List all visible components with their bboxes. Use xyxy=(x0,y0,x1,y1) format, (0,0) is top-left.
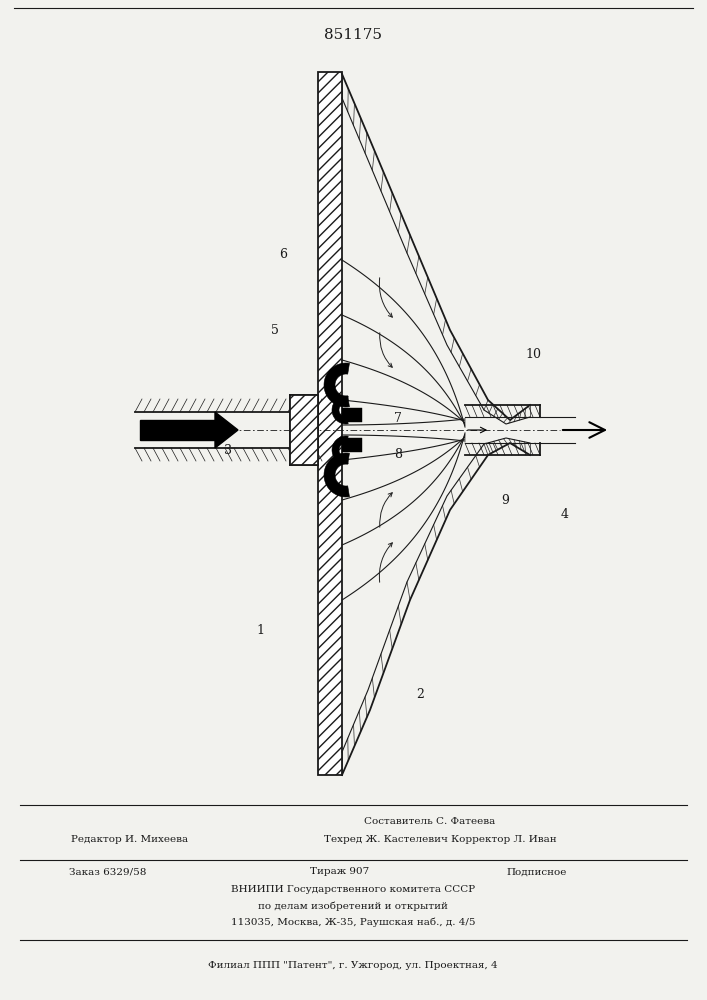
Text: 3: 3 xyxy=(224,444,232,456)
Text: Составитель С. Фатеева: Составитель С. Фатеева xyxy=(364,818,496,826)
Text: 113035, Москва, Ж-35, Раушская наб., д. 4/5: 113035, Москва, Ж-35, Раушская наб., д. … xyxy=(230,917,475,927)
Text: 6: 6 xyxy=(279,248,287,261)
Polygon shape xyxy=(324,453,349,497)
Text: Техред Ж. Кастелевич Корректор Л. Иван: Техред Ж. Кастелевич Корректор Л. Иван xyxy=(324,836,556,844)
Text: Редактор И. Михеева: Редактор И. Михеева xyxy=(71,836,189,844)
Polygon shape xyxy=(332,436,348,464)
Text: 8: 8 xyxy=(394,448,402,462)
FancyBboxPatch shape xyxy=(318,72,342,775)
Text: 2: 2 xyxy=(416,688,424,702)
Text: ВНИИПИ Государственного комитета СССР: ВНИИПИ Государственного комитета СССР xyxy=(231,886,475,894)
FancyBboxPatch shape xyxy=(342,438,362,452)
Polygon shape xyxy=(324,363,349,407)
Text: 7: 7 xyxy=(394,412,402,424)
Text: Заказ 6329/58: Заказ 6329/58 xyxy=(69,867,146,876)
FancyBboxPatch shape xyxy=(290,395,318,465)
FancyBboxPatch shape xyxy=(342,408,362,422)
Text: 1: 1 xyxy=(256,624,264,637)
Polygon shape xyxy=(215,412,238,448)
Text: Тираж 907: Тираж 907 xyxy=(310,867,370,876)
Text: 4: 4 xyxy=(561,508,569,522)
Text: Филиал ППП "Патент", г. Ужгород, ул. Проектная, 4: Филиал ППП "Патент", г. Ужгород, ул. Про… xyxy=(208,960,498,970)
Text: 10: 10 xyxy=(525,349,541,361)
Text: Подписное: Подписное xyxy=(507,867,567,876)
FancyBboxPatch shape xyxy=(140,420,215,440)
Text: 851175: 851175 xyxy=(324,28,382,42)
Text: по делам изобретений и открытий: по делам изобретений и открытий xyxy=(258,901,448,911)
Polygon shape xyxy=(332,396,348,424)
Text: 9: 9 xyxy=(501,493,509,506)
Text: 5: 5 xyxy=(271,324,279,336)
